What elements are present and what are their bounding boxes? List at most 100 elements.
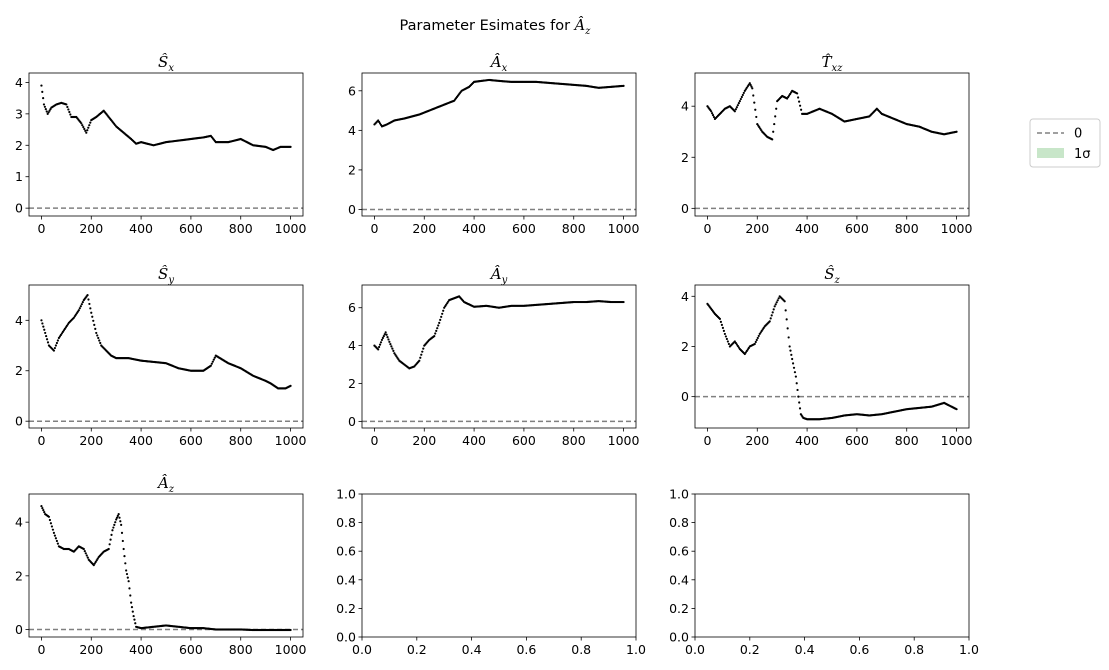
- data-series: [706, 295, 958, 421]
- data-point: [787, 336, 790, 339]
- data-point: [378, 343, 382, 346]
- data-point: [797, 395, 800, 398]
- data-point: [774, 303, 777, 306]
- data-point: [45, 334, 48, 338]
- subplot-title: T̂xz: [822, 53, 844, 74]
- x-tick-label: 0: [37, 433, 45, 448]
- x-tick-label: 0: [370, 433, 378, 448]
- data-point: [108, 543, 111, 546]
- x-tick-label: 200: [745, 221, 769, 236]
- x-tick-label: 0: [703, 221, 711, 236]
- data-point: [86, 129, 89, 132]
- data-point: [117, 513, 120, 516]
- legend-label-zero: 0: [1074, 127, 1082, 142]
- y-tick-label: 4: [348, 338, 356, 353]
- data-point: [289, 145, 292, 148]
- x-tick-label: 0.8: [571, 642, 591, 657]
- data-point: [736, 104, 739, 107]
- x-tick-label: 200: [79, 433, 103, 448]
- data-series: [40, 84, 292, 152]
- data-point: [955, 408, 958, 411]
- data-series: [40, 504, 292, 632]
- data-point: [792, 366, 796, 369]
- data-point: [95, 559, 98, 562]
- data-point: [88, 124, 91, 127]
- data-point: [391, 347, 394, 350]
- x-tick-label: 400: [795, 221, 819, 236]
- data-series: [706, 82, 958, 141]
- data-point: [87, 298, 90, 301]
- subplot-title-symbol: Â: [489, 53, 502, 71]
- data-point: [739, 97, 742, 101]
- axes-frame: [28, 493, 304, 638]
- x-tick-label: 0.6: [516, 642, 536, 657]
- data-point: [722, 329, 725, 333]
- data-point: [125, 572, 129, 576]
- x-tick-label: 1000: [608, 433, 640, 448]
- data-point: [377, 348, 380, 351]
- data-point: [43, 511, 46, 514]
- data-point: [77, 309, 80, 312]
- data-point: [439, 318, 442, 321]
- x-tick-label: 1.0: [626, 642, 646, 657]
- data-point: [751, 87, 754, 90]
- data-point: [719, 320, 723, 323]
- x-tick-label: 0.4: [795, 642, 815, 657]
- data-point: [388, 340, 391, 343]
- data-point: [83, 550, 86, 553]
- subplot-title: Ŝy: [158, 265, 174, 286]
- y-tick-label: 6: [348, 300, 356, 315]
- data-point: [770, 314, 773, 317]
- x-tick-label: 600: [845, 221, 869, 236]
- data-point: [210, 362, 213, 365]
- data-point: [93, 562, 96, 565]
- y-tick-label: 0: [681, 201, 689, 216]
- data-point: [387, 338, 390, 341]
- data-point: [96, 557, 99, 560]
- subplot-title-symbol: Ŝ: [158, 53, 168, 71]
- data-point: [754, 108, 757, 111]
- subplot-title: Ŝx: [158, 53, 174, 74]
- data-point: [54, 344, 58, 347]
- x-tick-label: 400: [129, 221, 153, 236]
- data-point: [83, 127, 86, 131]
- data-point: [89, 307, 92, 310]
- data-point: [130, 606, 134, 609]
- data-point: [79, 305, 82, 308]
- y-tick-label: 2: [15, 568, 23, 583]
- data-point: [115, 516, 119, 519]
- data-point: [134, 622, 137, 625]
- data-point: [56, 339, 59, 342]
- data-point: [434, 332, 437, 335]
- data-point: [773, 305, 776, 308]
- x-tick-label: 1000: [941, 221, 973, 236]
- data-point: [721, 326, 725, 329]
- data-point: [107, 547, 110, 551]
- y-tick-label: 0.4: [336, 572, 356, 587]
- y-tick-label: 0.0: [336, 630, 356, 645]
- data-point: [123, 555, 126, 558]
- axes-frame: [694, 72, 970, 217]
- x-tick-label: 600: [179, 221, 203, 236]
- data-point: [793, 371, 797, 374]
- data-point: [80, 122, 83, 125]
- data-point: [40, 84, 43, 87]
- data-point: [85, 554, 88, 557]
- x-tick-label: 0: [37, 642, 45, 657]
- data-point: [69, 113, 72, 116]
- x-tick-label: 800: [562, 221, 586, 236]
- x-tick-label: 400: [129, 433, 153, 448]
- data-point: [433, 335, 436, 338]
- subplot-4: Ŝy 0 200 400 600 800 1000 0 2 4: [15, 265, 306, 448]
- data-point: [418, 359, 421, 362]
- y-tick-label: 4: [15, 313, 23, 328]
- data-point: [53, 346, 57, 350]
- data-point: [771, 138, 774, 141]
- data-point: [53, 534, 57, 537]
- data-series: [373, 295, 625, 370]
- data-point: [126, 576, 129, 579]
- y-tick-label: 0.4: [669, 572, 689, 587]
- data-point: [67, 108, 70, 111]
- y-tick-label: 4: [681, 289, 689, 304]
- subplot-9: 0.0 0.2 0.4 0.6 0.8 1.0 0.0 0.2 0.4 0.6 0.8 1.0: [669, 487, 979, 658]
